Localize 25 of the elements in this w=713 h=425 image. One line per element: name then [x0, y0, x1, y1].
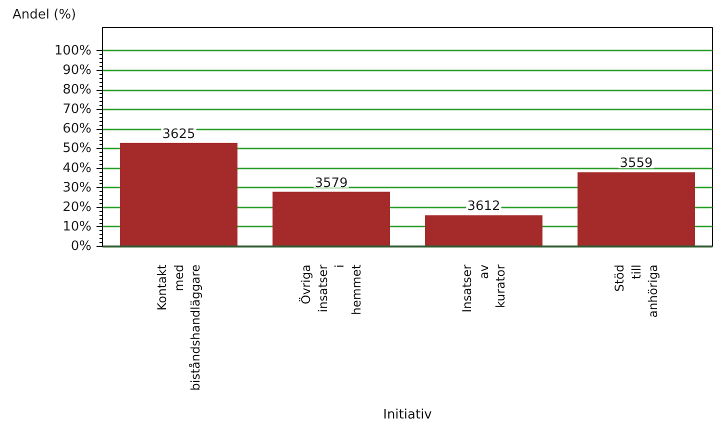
x-tick-label: Insatser av kurator: [460, 264, 508, 313]
y-tick-label: 90%: [62, 63, 92, 78]
x-tick-label: Kontakt med biståndshandläggare: [154, 264, 203, 391]
y-tick-label: 10%: [62, 219, 92, 234]
y-tick-label: 70%: [62, 102, 92, 118]
bar: [272, 192, 390, 246]
y-tick-label: 60%: [62, 122, 92, 137]
y-tick-label: 40%: [62, 160, 92, 176]
x-axis-title: Initiativ: [383, 408, 432, 423]
y-tick-label: 20%: [62, 200, 92, 215]
y-tick-label: 50%: [62, 141, 92, 156]
annotation: 3612: [467, 199, 500, 214]
bar: [120, 142, 238, 246]
bar: [578, 172, 695, 246]
annotation: 3625: [162, 126, 196, 142]
y-tick-label: 30%: [62, 180, 92, 196]
annotation: 3559: [620, 156, 653, 172]
x-tick-label: Stöd till anhöriga: [612, 264, 660, 318]
annotation: 3579: [314, 176, 348, 191]
y-tick-label: 80%: [62, 82, 92, 98]
y-tick-label: 100%: [54, 43, 92, 58]
x-tick-label: Övriga insatser i hemmet: [299, 264, 364, 315]
bar: [425, 215, 542, 246]
y-axis-title: Andel (%): [12, 8, 76, 22]
y-tick-label: 0%: [70, 239, 92, 254]
